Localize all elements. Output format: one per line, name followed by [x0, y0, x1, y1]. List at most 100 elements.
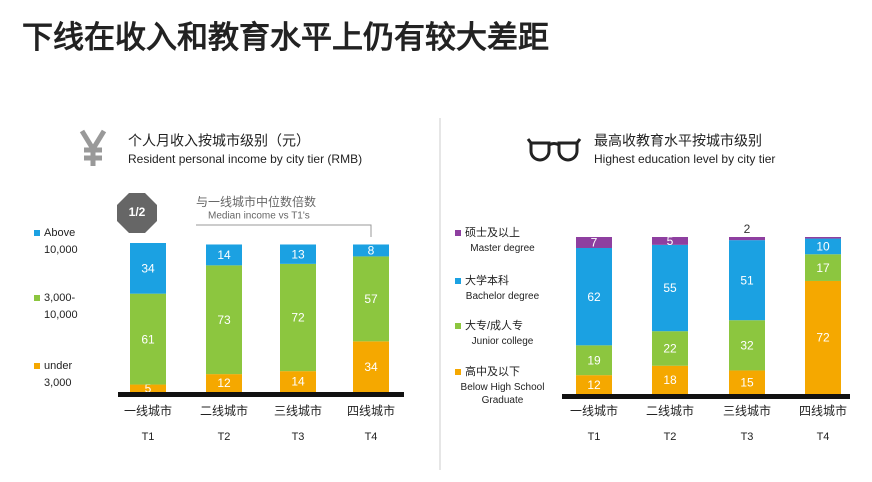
glasses-icon: [526, 138, 582, 162]
badge-label: 1/2: [129, 205, 146, 219]
legend-swatch: [34, 363, 40, 369]
bar-segment: [729, 370, 765, 394]
yen-icon: [79, 129, 107, 166]
legend-swatch: [455, 323, 461, 329]
value-label: 5: [145, 381, 152, 395]
bar-segment: [206, 374, 242, 392]
value-label: 7: [591, 236, 598, 250]
value-label: 72: [816, 331, 830, 345]
legend-label: 大学本科: [465, 275, 509, 287]
x-tick-label: 三线城市: [274, 403, 322, 418]
value-label: 2: [744, 222, 751, 236]
bar-segment: [729, 320, 765, 371]
chart-subtitle: Resident personal income by city tier (R…: [128, 152, 362, 166]
legend-label: 大专/成人专: [465, 320, 524, 332]
value-label: 13: [291, 247, 305, 261]
x-tick-code: T3: [292, 431, 305, 443]
value-label: 57: [364, 292, 378, 306]
legend-label: 3,000-10,000: [44, 292, 78, 321]
legend-label: under 3,000: [44, 360, 73, 389]
x-tick-label: 二线城市: [200, 403, 248, 418]
bar-segment: [576, 345, 612, 376]
chart-title: 最高收教育水平按城市级别: [594, 133, 762, 149]
value-label: 62: [587, 290, 601, 304]
x-tick-code: T1: [142, 431, 155, 443]
bar-segment: [280, 371, 316, 392]
bar-segment: [576, 375, 612, 394]
x-tick-code: T2: [664, 431, 677, 443]
x-tick-code: T3: [741, 431, 754, 443]
bar-segment: [353, 256, 389, 342]
legend-label-en: Bachelor degree: [465, 291, 540, 302]
legend-label: Above 10,000: [44, 227, 78, 256]
legend-label: 硕士及以上: [465, 227, 520, 239]
value-label: 34: [141, 262, 155, 276]
bar-segment: [729, 237, 765, 241]
value-label: 19: [587, 353, 601, 367]
x-tick-label: 四线城市: [347, 403, 395, 418]
value-label: 8: [368, 244, 375, 258]
annotation: 与一线城市中位数倍数: [196, 194, 316, 209]
bar-segment: [729, 240, 765, 321]
bar-segment: [130, 243, 166, 294]
value-label: 10: [816, 240, 830, 254]
value-label: 17: [816, 261, 830, 275]
baseline: [562, 394, 850, 399]
value-label: 18: [663, 373, 677, 387]
bar-segment: [130, 293, 166, 385]
value-label: 12: [587, 378, 601, 392]
bar-segment: [280, 244, 316, 264]
legend-swatch: [34, 230, 40, 236]
x-tick-label: 二线城市: [646, 403, 694, 418]
value-label: 14: [217, 248, 231, 262]
value-label: 15: [740, 375, 754, 389]
bar-segment: [353, 244, 389, 257]
annotation-bracket: [196, 224, 372, 237]
value-label: 32: [740, 339, 754, 353]
value-label: 14: [291, 375, 305, 389]
bar-segment: [652, 244, 688, 332]
x-tick-label: 四线城市: [799, 403, 847, 418]
value-label: 12: [217, 376, 231, 390]
bar-segment: [805, 254, 841, 281]
value-label: 22: [663, 342, 677, 356]
legend-swatch: [455, 230, 461, 236]
value-label: 61: [141, 332, 155, 346]
bar-segment: [130, 384, 166, 392]
bar-segment: [576, 237, 612, 248]
bar-segment: [805, 280, 841, 394]
bar-segment: [206, 244, 242, 266]
x-tick-label: 三线城市: [723, 403, 771, 418]
value-label: 72: [291, 311, 305, 325]
bar-segment: [652, 365, 688, 394]
x-tick-label: 一线城市: [570, 403, 618, 418]
bar-segment: [805, 237, 841, 239]
legend-label-en: Below High School Graduate: [460, 382, 545, 406]
legend-label-en: Junior college: [471, 336, 534, 347]
value-label: 34: [364, 360, 378, 374]
bar-segment: [652, 237, 688, 245]
chart-title: 个人月收入按城市级别（元）: [128, 133, 310, 149]
value-label: 51: [740, 273, 754, 287]
value-label: 55: [663, 281, 677, 295]
bar-segment: [576, 247, 612, 346]
x-tick-code: T4: [817, 431, 830, 443]
bar-segment: [353, 341, 389, 392]
value-label: 5: [667, 234, 674, 248]
bar-segment: [206, 265, 242, 375]
legend-label-en: Master degree: [470, 243, 535, 254]
legend-label: 高中及以下: [465, 366, 520, 378]
baseline: [118, 392, 404, 397]
x-tick-code: T4: [365, 431, 378, 443]
value-label: 73: [217, 313, 231, 327]
annotation-en: Median income vs T1's: [208, 211, 310, 222]
badge: [117, 193, 157, 233]
legend-swatch: [455, 278, 461, 284]
bar-segment: [280, 263, 316, 372]
bar-segment: [805, 238, 841, 255]
bar-segment: [652, 331, 688, 366]
x-tick-code: T1: [588, 431, 601, 443]
x-tick-code: T2: [218, 431, 231, 443]
